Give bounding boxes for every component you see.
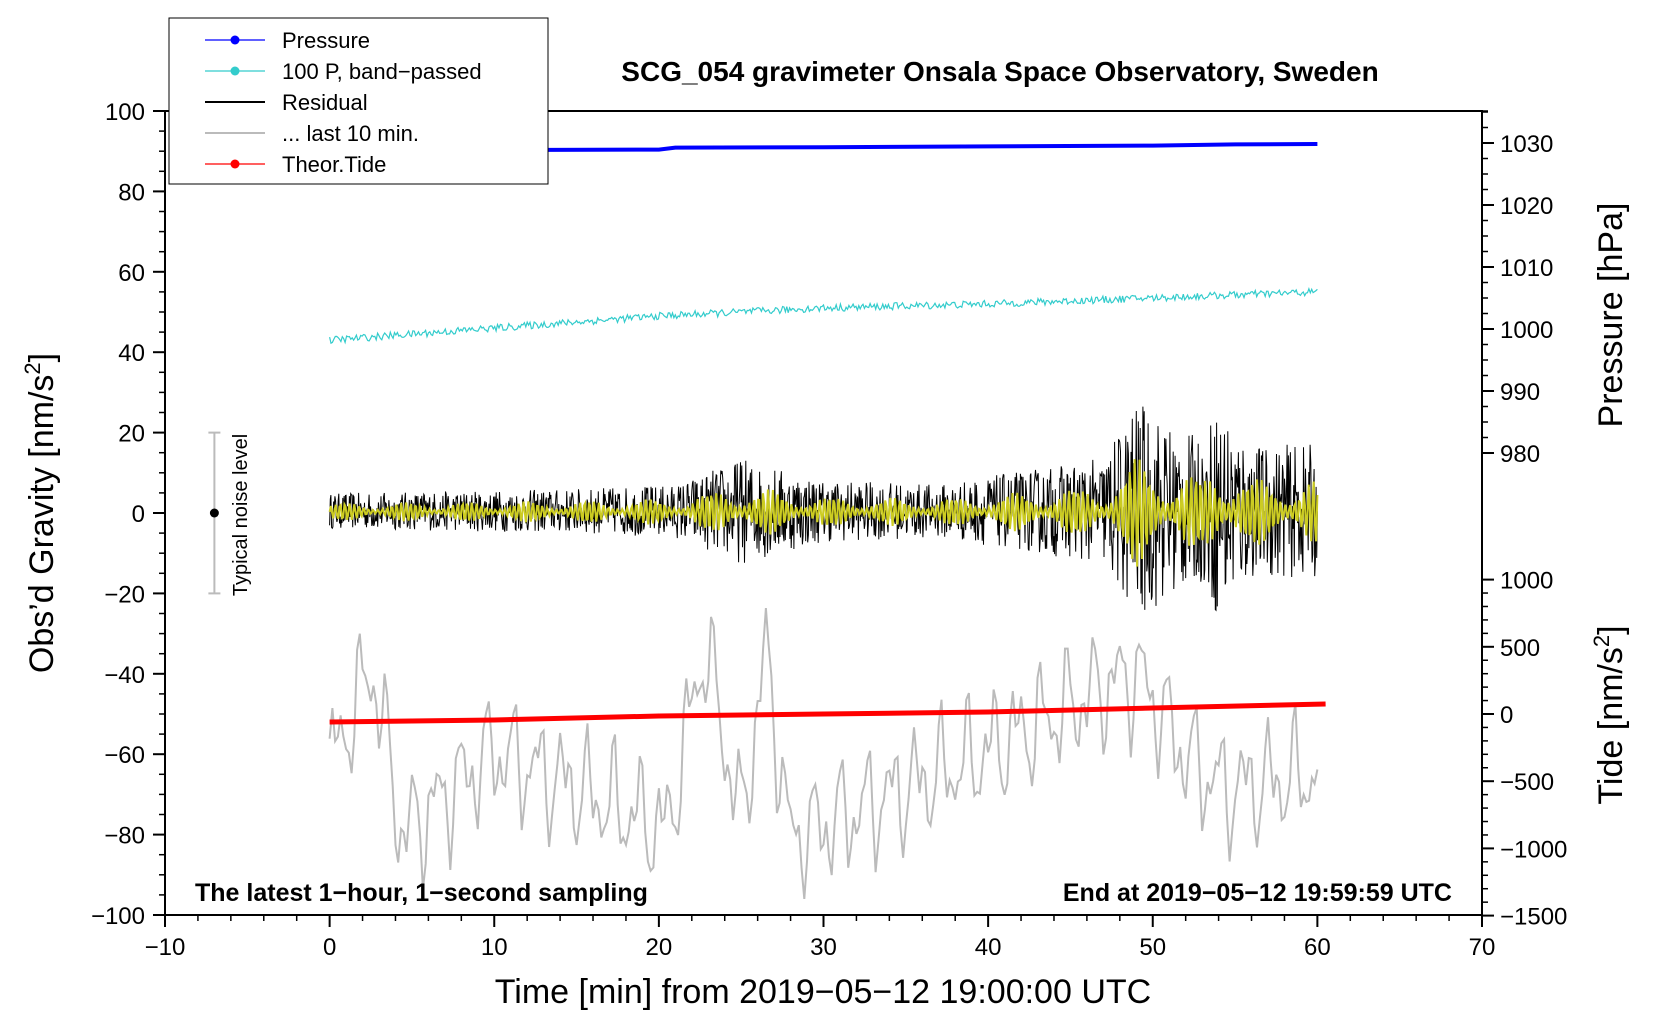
annotation-end-time: End at 2019−05−12 19:59:59 UTC <box>1063 879 1452 907</box>
x-tick-label: 10 <box>481 934 508 961</box>
pressure-tick-label: 980 <box>1500 441 1540 468</box>
y-tick-label: 0 <box>132 501 145 528</box>
x-tick-label: 70 <box>1469 934 1496 961</box>
pressure-tick-label: 1000 <box>1500 317 1553 344</box>
y-tick-label: 60 <box>118 260 145 287</box>
legend-marker <box>230 66 240 76</box>
tide-tick-label: −1000 <box>1500 836 1567 863</box>
tide-tick-label: 1000 <box>1500 568 1553 595</box>
y-tick-label: 100 <box>105 99 145 126</box>
pressure-tick-label: 990 <box>1500 379 1540 406</box>
y-axis-label-superscript: 2 <box>20 362 45 374</box>
legend-marker <box>230 159 240 169</box>
annotation-sampling: The latest 1−hour, 1−second sampling <box>195 879 648 907</box>
noise-level-label: Typical noise level <box>230 434 252 596</box>
pressure-axis-label: Pressure [hPa] <box>1592 203 1630 428</box>
tide-axis-label-main: Tide [nm/s <box>1592 647 1630 804</box>
tide-axis-label-superscript: 2 <box>1589 635 1614 647</box>
y-axis-pressure: 1030 1020 1010 1000 990 980 <box>1482 110 1553 468</box>
y-tick-label: 20 <box>118 421 145 448</box>
y-axis-gravity: 100 80 60 40 20 0 −20 −40 −60 −80 −100 <box>91 99 165 930</box>
y-tick-label: −20 <box>104 581 145 608</box>
x-tick-label: 30 <box>810 934 837 961</box>
tide-tick-label: 500 <box>1500 635 1540 662</box>
x-tick-label: 50 <box>1139 934 1166 961</box>
x-axis-label: Time [min] from 2019−05−12 19:00:00 UTC <box>495 973 1151 1011</box>
y-axis-tide: 1000 500 0 −500 −1000 −1500 <box>1482 568 1567 931</box>
x-tick-label: 0 <box>323 934 336 961</box>
series-last-10-min <box>328 608 1319 899</box>
legend-label: Residual <box>282 90 368 115</box>
series-pressure <box>329 142 1318 153</box>
x-tick-label: 40 <box>975 934 1002 961</box>
y-tick-label: −100 <box>91 903 145 930</box>
tide-tick-label: −1500 <box>1500 904 1567 931</box>
x-tick-label: −10 <box>145 934 186 961</box>
noise-level-indicator <box>208 431 221 595</box>
y-axis-label-close: ] <box>23 353 61 362</box>
legend-label: ... last 10 min. <box>282 121 419 146</box>
legend-label: Pressure <box>282 28 370 53</box>
x-axis: −10 0 10 20 30 40 50 60 70 <box>145 915 1496 961</box>
noise-bar-center-dot <box>209 508 219 518</box>
tide-tick-label: −500 <box>1500 769 1554 796</box>
tide-axis-label: Tide [nm/s2] <box>1589 625 1630 804</box>
pressure-tick-label: 1030 <box>1500 131 1553 158</box>
series-residual-filtered <box>328 459 1319 567</box>
legend-marker <box>230 35 240 45</box>
tide-tick-label: 0 <box>1500 702 1513 729</box>
pressure-tick-label: 1020 <box>1500 193 1553 220</box>
x-tick-label: 60 <box>1304 934 1331 961</box>
legend-label: 100 P, band−passed <box>282 59 482 84</box>
series-band-passed-pressure <box>329 287 1318 345</box>
legend-label: Theor.Tide <box>282 152 386 177</box>
y-axis-label-main: Obs’d Gravity [nm/s <box>23 375 61 674</box>
y-tick-label: 40 <box>118 340 145 367</box>
y-tick-label: −80 <box>104 823 145 850</box>
y-tick-label: −60 <box>104 742 145 769</box>
tide-axis-label-close: ] <box>1592 625 1630 634</box>
y-tick-label: 80 <box>118 179 145 206</box>
pressure-tick-label: 1010 <box>1500 255 1553 282</box>
legend: Pressure 100 P, band−passed Residual ... la… <box>168 17 549 185</box>
x-tick-label: 20 <box>646 934 673 961</box>
y-tick-label: −40 <box>104 662 145 689</box>
y-axis-label: Obs’d Gravity [nm/s2] <box>20 353 61 673</box>
series-theoretical-tide <box>329 701 1326 725</box>
series-group <box>328 142 1326 899</box>
chart-title: SCG_054 gravimeter Onsala Space Observat… <box>621 56 1378 87</box>
